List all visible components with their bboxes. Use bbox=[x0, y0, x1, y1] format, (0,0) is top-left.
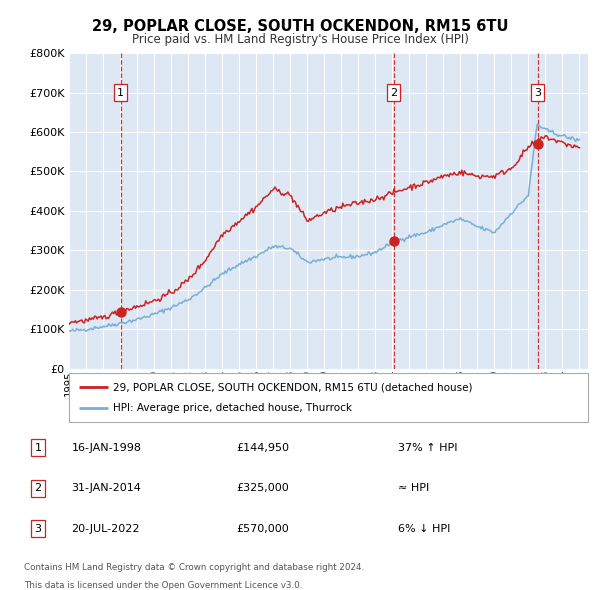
Text: Price paid vs. HM Land Registry's House Price Index (HPI): Price paid vs. HM Land Registry's House … bbox=[131, 33, 469, 46]
Text: 16-JAN-1998: 16-JAN-1998 bbox=[71, 442, 142, 453]
Text: 2: 2 bbox=[34, 483, 41, 493]
Text: 1: 1 bbox=[117, 87, 124, 97]
Text: This data is licensed under the Open Government Licence v3.0.: This data is licensed under the Open Gov… bbox=[24, 581, 302, 590]
Text: 29, POPLAR CLOSE, SOUTH OCKENDON, RM15 6TU: 29, POPLAR CLOSE, SOUTH OCKENDON, RM15 6… bbox=[92, 19, 508, 34]
Text: 6% ↓ HPI: 6% ↓ HPI bbox=[398, 524, 450, 534]
Text: 20-JUL-2022: 20-JUL-2022 bbox=[71, 524, 140, 534]
FancyBboxPatch shape bbox=[69, 373, 588, 422]
Text: 29, POPLAR CLOSE, SOUTH OCKENDON, RM15 6TU (detached house): 29, POPLAR CLOSE, SOUTH OCKENDON, RM15 6… bbox=[113, 382, 473, 392]
Text: Contains HM Land Registry data © Crown copyright and database right 2024.: Contains HM Land Registry data © Crown c… bbox=[24, 563, 364, 572]
Text: 37% ↑ HPI: 37% ↑ HPI bbox=[398, 442, 457, 453]
Text: 2: 2 bbox=[390, 87, 397, 97]
Text: £144,950: £144,950 bbox=[236, 442, 289, 453]
Text: ≈ HPI: ≈ HPI bbox=[398, 483, 429, 493]
Text: £325,000: £325,000 bbox=[236, 483, 289, 493]
Text: HPI: Average price, detached house, Thurrock: HPI: Average price, detached house, Thur… bbox=[113, 404, 352, 414]
Text: 3: 3 bbox=[535, 87, 541, 97]
Text: £570,000: £570,000 bbox=[236, 524, 289, 534]
Text: 3: 3 bbox=[34, 524, 41, 534]
Text: 31-JAN-2014: 31-JAN-2014 bbox=[71, 483, 142, 493]
Text: 1: 1 bbox=[34, 442, 41, 453]
